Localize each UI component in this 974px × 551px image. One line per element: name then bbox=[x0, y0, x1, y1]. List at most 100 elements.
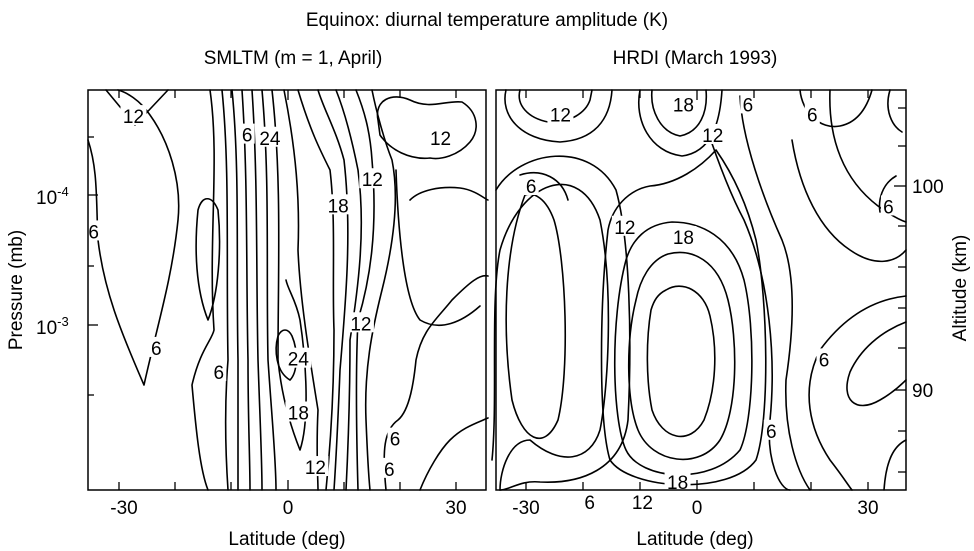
contour-label: 18 bbox=[667, 473, 688, 494]
contour-label: 24 bbox=[259, 129, 281, 150]
left-axis-ticks bbox=[88, 90, 457, 490]
contour-line bbox=[221, 89, 229, 491]
contour-label-background bbox=[120, 105, 147, 126]
contour-label-background bbox=[285, 347, 312, 368]
contour-line bbox=[878, 175, 897, 213]
contour-label-background bbox=[211, 361, 227, 382]
contour-label: 6 bbox=[88, 222, 99, 243]
contour-line bbox=[241, 89, 251, 491]
contour-label: 12 bbox=[550, 106, 571, 127]
contour-label-background bbox=[880, 195, 896, 216]
contour-label-background bbox=[523, 175, 539, 195]
right-y-tick-label: 90 bbox=[912, 381, 933, 402]
contour-label: 6 bbox=[384, 460, 395, 481]
contour-label-background bbox=[740, 93, 756, 114]
contour-line bbox=[650, 89, 708, 137]
right-axis-ticks bbox=[525, 90, 906, 490]
contour-label: 6 bbox=[242, 126, 253, 147]
contour-label-background bbox=[381, 457, 397, 478]
contour-label-background bbox=[86, 220, 102, 241]
contour-line bbox=[505, 193, 567, 440]
contour-label: 12 bbox=[702, 126, 723, 147]
contour-line bbox=[231, 89, 239, 491]
contour-label-background bbox=[427, 126, 454, 147]
left-y-axis-label: Pressure (mb) bbox=[6, 230, 27, 350]
y-tick-base: 10 bbox=[36, 188, 57, 209]
contour-line bbox=[627, 251, 736, 461]
contour-line bbox=[271, 89, 307, 451]
left-contour-lines bbox=[87, 89, 489, 491]
contour-label: 12 bbox=[632, 493, 653, 514]
contour-label: 12 bbox=[123, 107, 144, 128]
contour-label: 6 bbox=[390, 430, 401, 451]
contour-line bbox=[646, 285, 716, 438]
y-tick-exponent: -3 bbox=[57, 314, 69, 329]
contour-line bbox=[846, 321, 907, 407]
contour-label-background bbox=[611, 215, 638, 236]
contour-label-background bbox=[359, 168, 386, 189]
contour-line bbox=[495, 155, 631, 491]
contour-line bbox=[638, 89, 723, 157]
contour-line bbox=[297, 89, 335, 491]
left-x-tick-label: -30 bbox=[110, 498, 137, 519]
contour-label-background bbox=[664, 470, 691, 491]
contour-label: 12 bbox=[350, 314, 371, 335]
contour-line bbox=[419, 417, 489, 491]
contour-line bbox=[261, 89, 277, 491]
contour-line bbox=[409, 186, 489, 201]
y-tick-exponent: -4 bbox=[57, 184, 69, 199]
right-x-tick-label: 30 bbox=[857, 498, 878, 519]
contour-label-background bbox=[629, 491, 656, 512]
contour-label-background bbox=[804, 103, 820, 124]
contour-line bbox=[739, 95, 811, 491]
contour-label: 6 bbox=[807, 106, 818, 127]
right-panel: 12 18 6 6 12 6 6 12 18 6 6 18 6 12 bbox=[491, 89, 971, 550]
right-contour-lines bbox=[491, 89, 907, 491]
contour-label-background bbox=[239, 123, 255, 144]
right-x-axis-label: Latitude (deg) bbox=[636, 529, 753, 550]
contour-label: 12 bbox=[362, 170, 383, 191]
contour-label-background bbox=[148, 336, 164, 357]
contour-label: 12 bbox=[614, 218, 635, 239]
contour-line bbox=[613, 221, 753, 476]
contour-label: 6 bbox=[213, 363, 224, 384]
contour-label: 6 bbox=[151, 339, 162, 360]
contour-line bbox=[195, 197, 221, 321]
contour-line bbox=[317, 89, 349, 491]
left-x-tick-label: 30 bbox=[445, 498, 466, 519]
contour-label-background bbox=[325, 194, 352, 215]
contour-label: 18 bbox=[673, 95, 694, 116]
left-y-tick-label: 10-4 bbox=[36, 184, 69, 209]
contour-line bbox=[364, 89, 397, 491]
contour-line bbox=[791, 139, 907, 263]
right-panel-title: HRDI (March 1993) bbox=[613, 48, 778, 69]
contour-label-background bbox=[816, 348, 832, 369]
contour-label: 6 bbox=[584, 493, 595, 514]
left-contour-labels: 12 6 24 12 12 18 6 12 6 24 6 18 6 12 6 bbox=[86, 105, 454, 481]
contour-label-background bbox=[387, 427, 403, 448]
contour-label: 6 bbox=[766, 422, 777, 443]
contour-line bbox=[251, 89, 263, 491]
right-y-tick-label: 100 bbox=[912, 177, 944, 198]
contour-label-background bbox=[670, 93, 697, 114]
left-x-axis-label: Latitude (deg) bbox=[228, 529, 345, 550]
contour-label: 18 bbox=[673, 228, 694, 249]
contour-line bbox=[376, 96, 477, 160]
contour-label-background bbox=[582, 491, 598, 512]
contour-line bbox=[355, 89, 375, 491]
contour-label: 18 bbox=[328, 196, 349, 217]
contour-label: 24 bbox=[288, 350, 310, 371]
contour-line bbox=[808, 295, 907, 491]
contour-line bbox=[519, 171, 569, 201]
contour-label: 6 bbox=[526, 177, 537, 198]
contour-label: 6 bbox=[743, 95, 754, 116]
contour-label-background bbox=[347, 312, 374, 333]
contour-label: 6 bbox=[819, 350, 830, 371]
contour-label-background bbox=[670, 226, 697, 246]
contour-label-background bbox=[763, 419, 779, 440]
contour-label: 12 bbox=[305, 458, 326, 479]
contour-line bbox=[395, 169, 481, 327]
left-y-tick-label: 10-3 bbox=[36, 314, 69, 339]
